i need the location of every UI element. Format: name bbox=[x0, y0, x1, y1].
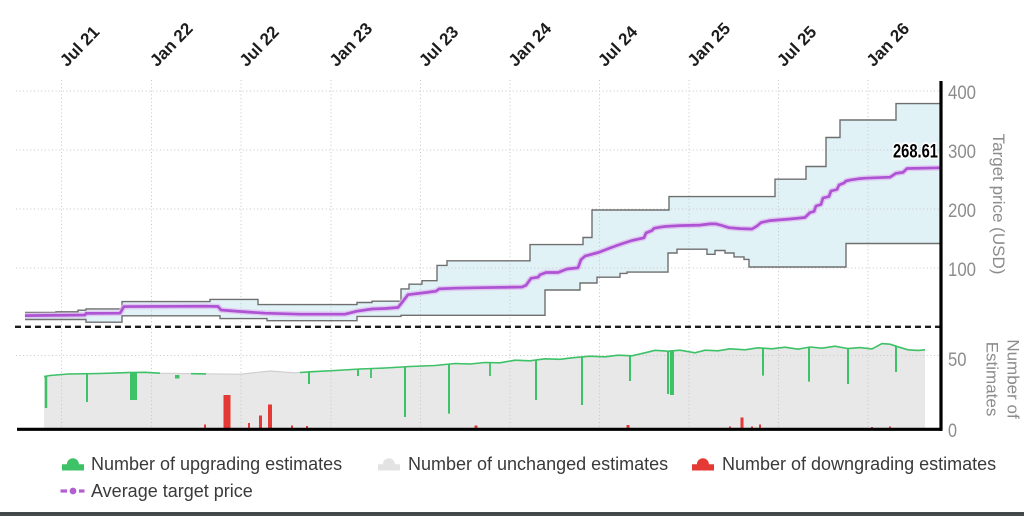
svg-text:50: 50 bbox=[948, 350, 967, 371]
svg-text:Estimates: Estimates bbox=[983, 342, 1002, 417]
svg-text:Average target price: Average target price bbox=[91, 481, 253, 501]
svg-text:400: 400 bbox=[948, 83, 976, 104]
svg-text:100: 100 bbox=[948, 260, 976, 281]
svg-text:300: 300 bbox=[948, 142, 976, 163]
svg-text:Number of unchanged estimates: Number of unchanged estimates bbox=[408, 454, 668, 474]
svg-text:268.61: 268.61 bbox=[893, 142, 938, 163]
svg-text:Number of downgrading estimate: Number of downgrading estimates bbox=[722, 454, 996, 474]
svg-text:Number of upgrading estimates: Number of upgrading estimates bbox=[91, 454, 342, 474]
svg-text:Number of: Number of bbox=[1004, 339, 1023, 419]
svg-text:200: 200 bbox=[948, 201, 976, 222]
svg-text:Target price (USD): Target price (USD) bbox=[989, 134, 1008, 275]
svg-text:0: 0 bbox=[948, 421, 957, 442]
